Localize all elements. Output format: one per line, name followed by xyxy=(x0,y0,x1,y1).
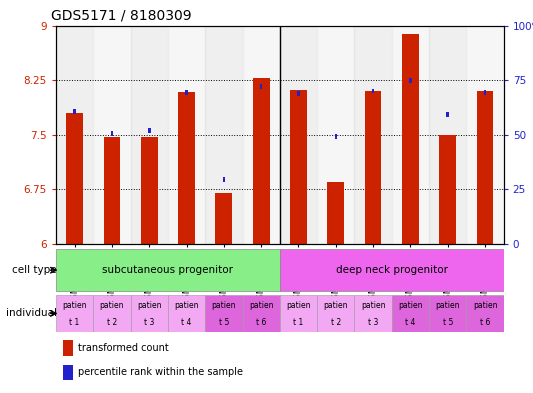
Text: t 4: t 4 xyxy=(181,318,192,327)
Bar xyxy=(409,78,411,83)
Text: deep neck progenitor: deep neck progenitor xyxy=(336,265,448,275)
Text: patien: patien xyxy=(398,301,423,310)
Bar xyxy=(168,295,205,332)
Bar xyxy=(335,134,337,138)
Bar xyxy=(63,365,72,380)
Bar xyxy=(93,26,131,244)
Text: subcutaneous progenitor: subcutaneous progenitor xyxy=(102,265,233,275)
Bar xyxy=(297,91,300,95)
Text: t 1: t 1 xyxy=(293,318,304,327)
Text: cell type: cell type xyxy=(12,265,56,275)
Text: t 5: t 5 xyxy=(219,318,229,327)
Text: patien: patien xyxy=(361,301,385,310)
Bar xyxy=(317,295,354,332)
Bar xyxy=(317,26,354,244)
Text: t 6: t 6 xyxy=(256,318,266,327)
Bar xyxy=(56,295,93,332)
Text: patien: patien xyxy=(435,301,460,310)
Text: patien: patien xyxy=(137,301,161,310)
Text: patien: patien xyxy=(212,301,236,310)
Bar xyxy=(392,26,429,244)
Bar xyxy=(392,295,429,332)
Bar xyxy=(63,340,72,356)
Bar xyxy=(56,249,280,292)
Text: percentile rank within the sample: percentile rank within the sample xyxy=(78,367,244,377)
Bar xyxy=(131,295,168,332)
Bar xyxy=(372,88,374,94)
Text: t 1: t 1 xyxy=(69,318,80,327)
Bar xyxy=(484,90,486,95)
Bar xyxy=(205,295,243,332)
Bar xyxy=(429,26,466,244)
Text: GDS5171 / 8180309: GDS5171 / 8180309 xyxy=(52,9,192,23)
Bar xyxy=(477,91,494,244)
Bar xyxy=(185,90,188,95)
Bar xyxy=(260,84,262,89)
Bar xyxy=(253,78,270,244)
Text: patien: patien xyxy=(174,301,199,310)
Bar xyxy=(280,26,317,244)
Bar xyxy=(243,26,280,244)
Bar xyxy=(111,131,113,136)
Bar xyxy=(447,112,449,117)
Text: t 4: t 4 xyxy=(405,318,416,327)
Bar xyxy=(466,26,504,244)
Bar xyxy=(148,129,150,134)
Bar xyxy=(365,91,382,244)
Bar xyxy=(141,137,158,244)
Text: patien: patien xyxy=(62,301,87,310)
Text: t 3: t 3 xyxy=(144,318,155,327)
Text: patien: patien xyxy=(286,301,311,310)
Text: patien: patien xyxy=(324,301,348,310)
Bar xyxy=(178,92,195,244)
Bar xyxy=(56,26,93,244)
Bar xyxy=(280,249,504,292)
Bar xyxy=(223,177,225,182)
Text: patien: patien xyxy=(249,301,273,310)
Bar xyxy=(103,137,120,244)
Bar xyxy=(354,26,392,244)
Bar xyxy=(66,113,83,244)
Bar xyxy=(439,134,456,244)
Bar xyxy=(466,295,504,332)
Bar xyxy=(205,26,243,244)
Bar xyxy=(354,295,392,332)
Text: patien: patien xyxy=(100,301,124,310)
Bar xyxy=(168,26,205,244)
Text: patien: patien xyxy=(473,301,497,310)
Text: t 2: t 2 xyxy=(330,318,341,327)
Text: t 5: t 5 xyxy=(442,318,453,327)
Bar xyxy=(290,90,307,244)
Bar xyxy=(327,182,344,244)
Bar xyxy=(280,295,317,332)
Bar xyxy=(429,295,466,332)
Text: t 3: t 3 xyxy=(368,318,378,327)
Bar xyxy=(93,295,131,332)
Text: t 6: t 6 xyxy=(480,318,490,327)
Bar xyxy=(402,34,419,244)
Bar xyxy=(74,109,76,114)
Bar xyxy=(243,295,280,332)
Bar xyxy=(131,26,168,244)
Text: transformed count: transformed count xyxy=(78,343,169,353)
Bar xyxy=(215,193,232,244)
Text: individual: individual xyxy=(6,309,56,318)
Text: t 2: t 2 xyxy=(107,318,117,327)
